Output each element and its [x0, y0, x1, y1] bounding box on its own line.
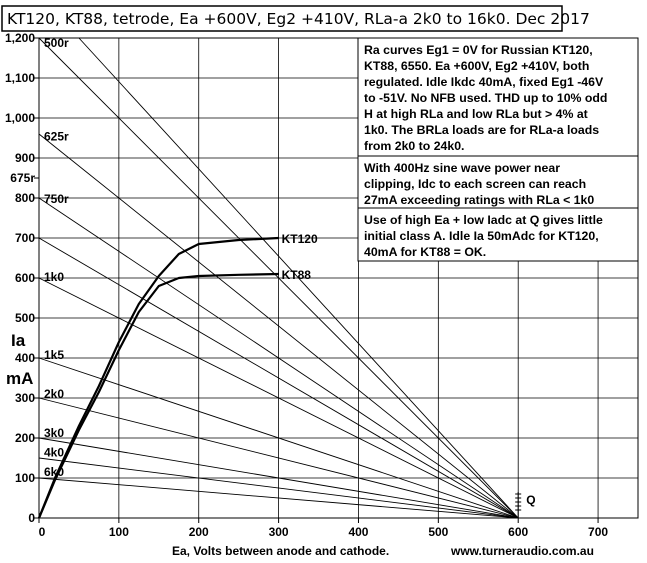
y-tick-label: 400	[15, 351, 35, 365]
series-label-kt88: KT88	[282, 268, 312, 282]
note-box-class-a: Use of high Ea + low Iadc at Q gives lit…	[357, 207, 639, 262]
y-tick-label: 900	[15, 151, 35, 165]
x-tick-label: 300	[269, 525, 289, 539]
load-line	[78, 37, 519, 519]
x-tick-label: 600	[508, 525, 528, 539]
y-axis-label-ma: mA	[6, 369, 33, 388]
load-line	[38, 133, 519, 519]
x-tick-label: 500	[428, 525, 448, 539]
title-box	[1, 5, 563, 32]
load-line	[38, 197, 519, 519]
load-line	[38, 357, 519, 519]
load-line	[38, 437, 519, 519]
load-line	[38, 37, 519, 519]
y-tick-label: 500	[15, 311, 35, 325]
load-line	[38, 477, 519, 519]
y-tick-label: 1,000	[5, 111, 35, 125]
load-line-label: 1k0	[44, 270, 64, 284]
y-tick-label: 1,100	[5, 71, 35, 85]
load-line-label: 1k5	[44, 348, 64, 362]
note-text: With 400Hz sine wave power near clipping…	[364, 161, 594, 207]
load-line	[38, 237, 519, 519]
load-line-label: 750r	[44, 192, 69, 206]
load-line	[38, 457, 519, 519]
load-line-label: 4k0	[44, 446, 64, 460]
y-tick-label: 100	[15, 471, 35, 485]
y-axis-label-ia: Ia	[11, 331, 26, 350]
series-line-kt120	[37, 236, 279, 519]
load-line-label: 500r	[44, 36, 69, 50]
q-point-label: Q	[526, 493, 535, 507]
y-tick-label: 800	[15, 191, 35, 205]
axis-ticks: 0 100 200 300 400 500 600 700 0 100 200 300 400 500 60…	[5, 31, 608, 539]
note-text: Ra curves Eg1 = 0V for Russian KT120, KT…	[364, 43, 611, 153]
series-line-kt88	[37, 272, 279, 519]
load-line	[38, 397, 519, 519]
y-tick-label: 200	[15, 431, 35, 445]
x-tick-label: 200	[189, 525, 209, 539]
y-tick-label: 700	[15, 231, 35, 245]
y-tick-label: 0	[28, 511, 35, 525]
x-tick-label: 100	[109, 525, 129, 539]
x-axis-label: Ea, Volts between anode and cathode.	[172, 544, 389, 558]
chart-title: KT120, KT88, tetrode, Ea +600V, Eg2 +410…	[7, 10, 590, 28]
load-line-label: 3k0	[44, 426, 64, 440]
series-label-kt120: KT120	[282, 232, 318, 246]
y-tick-label: 300	[15, 391, 35, 405]
series-group: Q KT120 KT88	[37, 232, 536, 519]
y-extra-tick-label: 675r	[10, 171, 35, 185]
x-tick-label: 400	[348, 525, 368, 539]
y-tick-label: 600	[15, 271, 35, 285]
website-credit: www.turneraudio.com.au	[450, 544, 594, 558]
load-line-label: 625r	[44, 130, 69, 144]
load-line-label: 2k0	[44, 387, 64, 401]
note-text: Use of high Ea + low Iadc at Q gives lit…	[364, 213, 606, 259]
load-line	[38, 277, 519, 519]
y-tick-label: 1,200	[5, 31, 35, 45]
note-box-ra-curves: Ra curves Eg1 = 0V for Russian KT120, KT…	[357, 37, 639, 157]
note-box-screen-current: With 400Hz sine wave power near clipping…	[357, 155, 639, 209]
x-tick-label: 700	[588, 525, 608, 539]
x-tick-label: 0	[39, 525, 46, 539]
